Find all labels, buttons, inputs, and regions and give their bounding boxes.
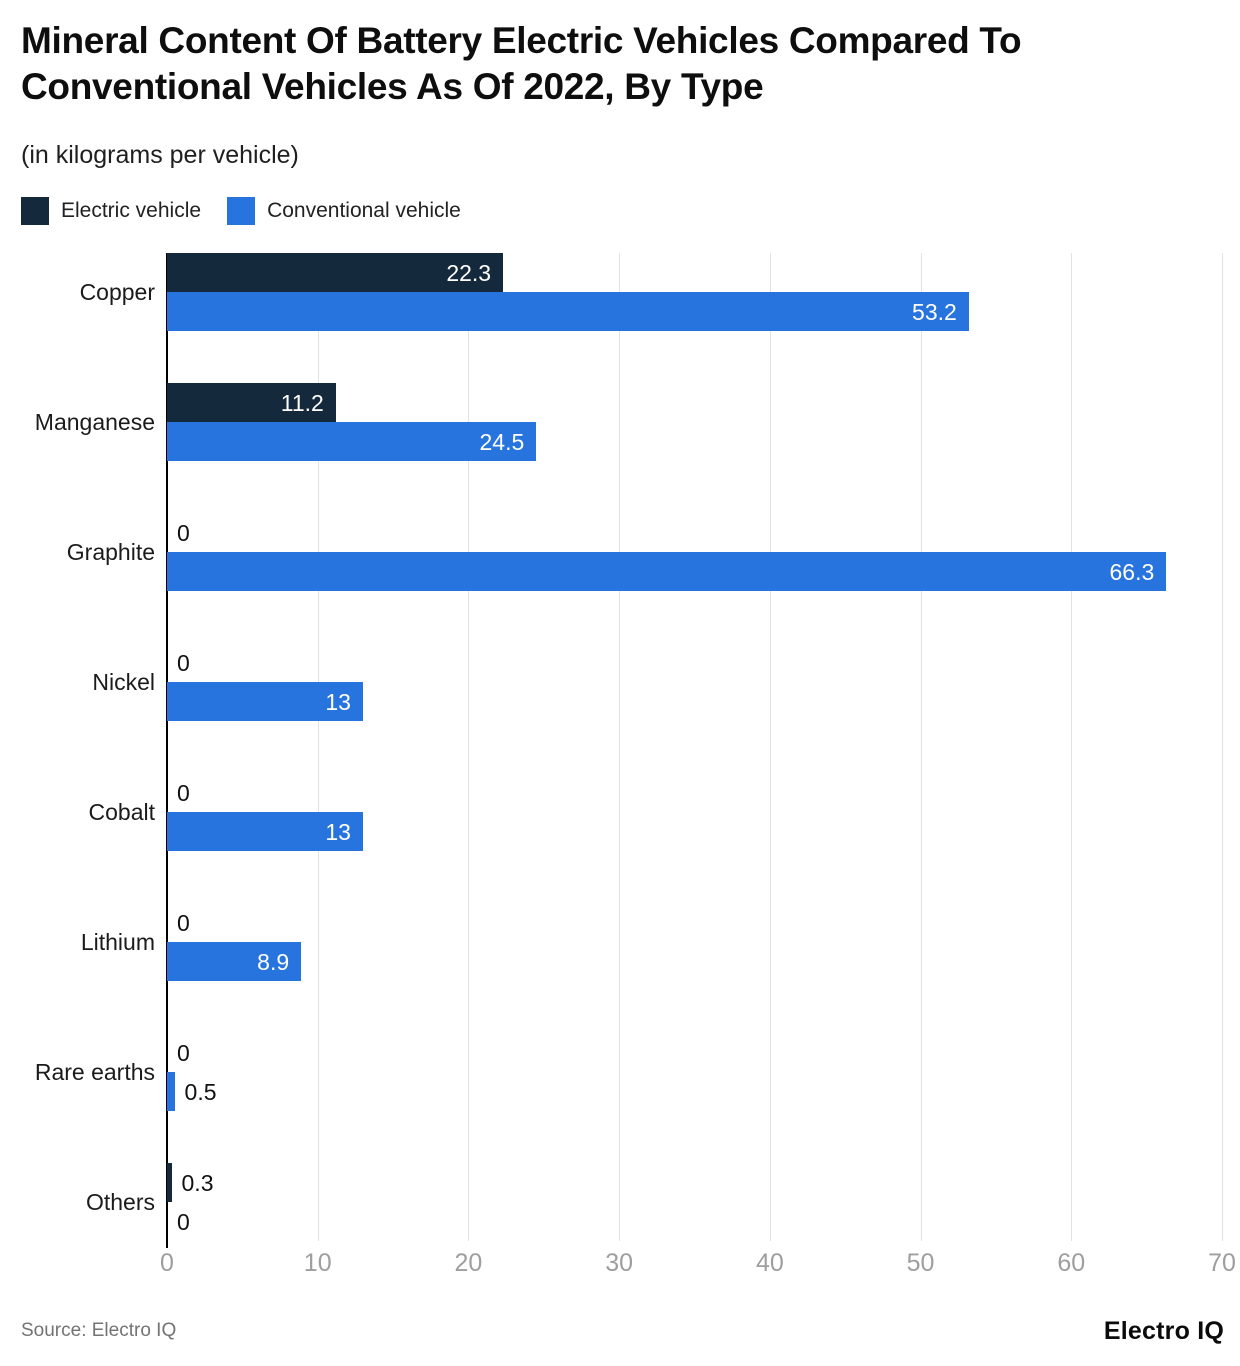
value-label: 13 — [325, 819, 351, 845]
x-tick-label: 10 — [303, 1249, 332, 1277]
bar-electric-vehicle — [167, 1163, 172, 1202]
bar-conventional-vehicle — [167, 292, 969, 331]
legend-label: Electric vehicle — [61, 199, 202, 222]
category-label: Rare earths — [34, 1058, 155, 1085]
gridline — [1222, 253, 1223, 1241]
plot-area: Copper 22.3 53.2 Manganese 11.2 24.5 Graphite 0… — [35, 253, 1223, 1248]
value-label: 13 — [325, 689, 351, 715]
category-label: Graphite — [66, 538, 155, 565]
bar-row-others: Others 0.3 0 — [86, 1163, 1222, 1241]
value-label: 0 — [177, 520, 190, 546]
category-label: Cobalt — [88, 798, 155, 825]
legend-label: Conventional vehicle — [267, 199, 461, 222]
legend-item-electric-vehicle: Electric vehicle — [21, 197, 201, 225]
source-text: Source: Electro IQ — [21, 1320, 177, 1341]
bar-row-lithium: Lithium 0 8.9 — [81, 903, 1222, 981]
gridline — [769, 253, 771, 1241]
category-label: Others — [85, 1188, 155, 1215]
x-tick-label: 60 — [1057, 1249, 1086, 1277]
gridline — [468, 253, 470, 1241]
x-tick-label: 30 — [605, 1249, 634, 1277]
bar-conventional-vehicle — [167, 422, 537, 461]
value-label: 53.2 — [912, 299, 957, 325]
legend: Electric vehicle Conventional vehicle — [21, 197, 487, 225]
legend-swatch-electric-vehicle — [21, 197, 49, 225]
legend-swatch-conventional-vehicle — [227, 197, 256, 225]
category-label: Copper — [79, 278, 155, 305]
value-label: 66.3 — [1109, 559, 1155, 585]
bar-row-rare-earths: Rare earths 0 0.5 — [35, 1033, 1222, 1111]
bar-electric-vehicle — [167, 383, 336, 422]
bar-conventional-vehicle — [167, 1072, 175, 1111]
value-label: 11.2 — [280, 390, 324, 416]
bar-row-cobalt: Cobalt 0 13 — [89, 773, 1222, 851]
value-label: 0 — [177, 1209, 190, 1235]
bar-row-copper: Copper 22.3 53.2 — [80, 253, 1222, 331]
value-label: 0 — [177, 910, 190, 936]
value-label: 0 — [177, 780, 190, 806]
category-label: Nickel — [92, 668, 155, 695]
bar-conventional-vehicle — [167, 942, 302, 981]
x-tick-label: 50 — [906, 1249, 935, 1277]
x-axis: 0 10 20 30 40 50 60 70 — [160, 1249, 1236, 1281]
value-label: 22.3 — [446, 260, 492, 286]
x-tick-label: 20 — [454, 1249, 483, 1277]
chart-subtitle: (in kilograms per vehicle) — [21, 141, 299, 169]
category-label: Manganese — [34, 408, 155, 435]
category-label: Lithium — [80, 928, 155, 955]
value-label: 0 — [177, 650, 190, 676]
gridline — [920, 253, 922, 1241]
legend-item-conventional-vehicle: Conventional vehicle — [227, 197, 461, 225]
bar-conventional-vehicle — [167, 812, 363, 851]
x-tick-label: 0 — [160, 1249, 174, 1277]
x-tick-label: 40 — [755, 1249, 784, 1277]
y-axis-line — [166, 253, 168, 1248]
gridline — [1071, 253, 1073, 1241]
bar-electric-vehicle — [167, 253, 504, 292]
value-label: 0 — [177, 1040, 190, 1066]
bar-row-graphite: Graphite 0 66.3 — [67, 513, 1222, 591]
value-label: 24.5 — [479, 429, 525, 455]
bar-conventional-vehicle — [167, 552, 1167, 591]
bar-row-manganese: Manganese 11.2 24.5 — [35, 383, 1222, 461]
bar-conventional-vehicle — [167, 682, 363, 721]
brand-logo: Electro IQ — [1103, 1317, 1224, 1345]
x-tick-label: 70 — [1208, 1249, 1236, 1277]
bar-row-nickel: Nickel 0 13 — [92, 643, 1222, 721]
gridline — [317, 253, 319, 1241]
gridline — [619, 253, 621, 1241]
value-label: 8.9 — [257, 949, 290, 975]
value-label: 0.5 — [184, 1079, 217, 1105]
value-label: 0.3 — [181, 1170, 214, 1196]
chart-title: Mineral Content Of Battery Electric Vehi… — [21, 20, 1022, 107]
